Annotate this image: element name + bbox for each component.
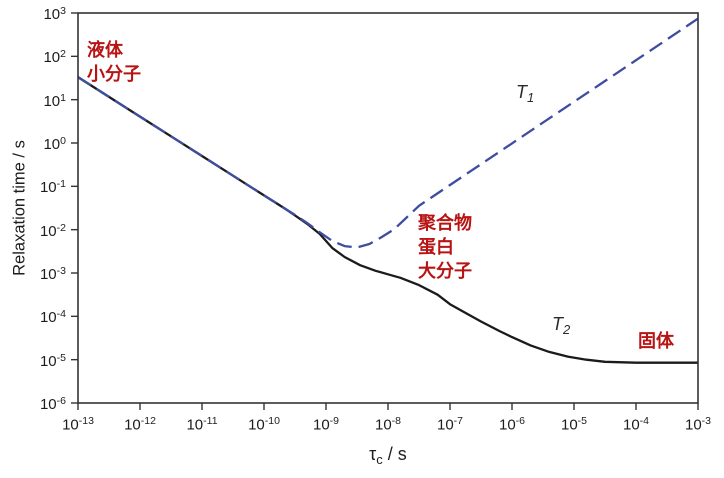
x-axis-label: τc / s xyxy=(369,444,407,467)
x-tick-label: 10-5 xyxy=(560,415,588,434)
plot-frame xyxy=(77,12,699,404)
y-tick-label: 10-6 xyxy=(39,394,66,414)
y-tick-label: 10-2 xyxy=(39,221,66,240)
y-axis-label: Relaxation time / s xyxy=(10,140,29,276)
x-tick-label: 10-12 xyxy=(124,415,156,434)
axis-ticks xyxy=(71,12,699,410)
x-tick-label: 10-10 xyxy=(248,415,280,434)
curve-T1 xyxy=(77,17,699,249)
x-tick-label: 10-4 xyxy=(622,415,650,434)
y-tick-label: 10-4 xyxy=(39,308,66,327)
annotation-line: 液体 xyxy=(87,40,123,60)
y-tick-label: 10-3 xyxy=(39,264,66,284)
t1-subscript: 1 xyxy=(527,90,535,105)
annotation-line: 聚合物 xyxy=(418,213,472,233)
t2-subscript: 2 xyxy=(563,322,571,337)
x-tick-label: 10-13 xyxy=(62,415,94,434)
curve-T2 xyxy=(77,76,698,364)
y-tick-label: 10-5 xyxy=(39,351,66,370)
y-tick-label: 100 xyxy=(43,134,66,154)
x-tick-label: 10-6 xyxy=(498,415,526,434)
annotation-line: 大分子 xyxy=(418,261,472,281)
series-label-t1: T1 xyxy=(516,82,534,105)
t2-symbol: T xyxy=(552,314,563,334)
x-axis-symbol: τ xyxy=(369,444,377,464)
x-tick-label: 10-8 xyxy=(374,415,402,434)
annotation-liquid: 液体 小分子 xyxy=(87,38,141,86)
curves xyxy=(77,17,699,364)
annotation-macromolecules: 聚合物 蛋白 大分子 xyxy=(418,211,472,283)
series-label-t2: T2 xyxy=(552,314,570,337)
x-axis-subscript: c xyxy=(376,452,383,467)
annotation-line: 小分子 xyxy=(87,64,141,84)
x-tick-label: 10-9 xyxy=(312,415,340,434)
annotation-line: 固体 xyxy=(638,331,674,351)
y-tick-label: 102 xyxy=(43,48,66,67)
t1-symbol: T xyxy=(516,82,527,102)
x-tick-label: 10-3 xyxy=(684,415,712,434)
y-tick-label: 10-1 xyxy=(39,178,66,197)
y-tick-label: 101 xyxy=(43,91,66,110)
x-axis-suffix: / s xyxy=(382,444,407,464)
x-tick-label: 10-7 xyxy=(436,415,464,434)
annotation-solid: 固体 xyxy=(638,329,674,353)
annotation-line: 蛋白 xyxy=(418,237,454,257)
x-tick-label: 10-11 xyxy=(186,415,218,434)
y-tick-label: 103 xyxy=(43,4,66,24)
